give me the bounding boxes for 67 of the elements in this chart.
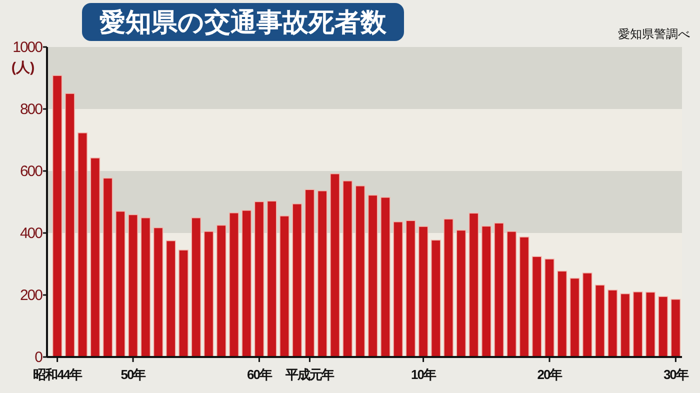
bar — [204, 231, 214, 358]
bar — [166, 240, 176, 358]
bar — [292, 203, 302, 358]
y-tick-label: 400 — [20, 225, 43, 242]
bar — [64, 93, 75, 358]
bar — [456, 230, 466, 358]
bar — [266, 200, 277, 358]
bar — [178, 250, 188, 358]
bar — [595, 284, 605, 358]
bar — [544, 258, 554, 358]
bar — [582, 272, 592, 358]
bar — [242, 210, 252, 358]
bar — [481, 226, 492, 358]
bar — [418, 226, 428, 358]
bar — [115, 210, 126, 358]
bar — [330, 173, 340, 358]
bar — [380, 196, 390, 358]
x-tick-label: 昭和44年 — [33, 367, 83, 382]
x-tick-label: 60年 — [246, 367, 272, 382]
bar — [355, 185, 366, 358]
bar — [317, 190, 328, 358]
x-tick-label: 20年 — [537, 367, 563, 382]
bar — [506, 231, 517, 358]
bar — [140, 217, 151, 358]
bar — [406, 220, 416, 358]
bar — [468, 212, 479, 358]
y-tick-label: 200 — [20, 287, 43, 304]
text: 愛知県警調べ — [618, 27, 690, 41]
bar — [646, 292, 656, 358]
y-tick-label: 800 — [20, 101, 43, 118]
x-tick-label: 30年 — [663, 367, 689, 382]
title: 愛知県の交通事故死者数 — [82, 3, 404, 41]
bar — [444, 218, 454, 358]
bar — [304, 189, 315, 358]
bar — [670, 298, 681, 358]
bar — [532, 256, 542, 358]
bar — [229, 212, 239, 358]
bar — [632, 292, 643, 358]
x-tick-label: 10年 — [411, 367, 437, 382]
bar — [658, 296, 668, 358]
bar — [430, 240, 441, 358]
x-tick-label: 平成元年 — [284, 367, 335, 382]
bar — [102, 178, 113, 358]
bar — [557, 270, 568, 358]
bar — [570, 278, 580, 358]
chart-title: 愛知県の交通事故死者数 — [100, 7, 388, 37]
bar — [216, 224, 226, 358]
bar — [620, 293, 630, 358]
bar — [78, 132, 88, 358]
bar — [191, 217, 202, 358]
bar — [280, 216, 290, 358]
x-tick-label: 50年 — [120, 367, 146, 382]
bar — [153, 227, 164, 358]
y-tick-label: 0 — [34, 349, 43, 366]
bar — [608, 290, 618, 358]
bar — [494, 222, 504, 358]
y-tick-label: 1000 — [12, 39, 43, 56]
bar — [393, 221, 403, 358]
bar — [128, 214, 138, 358]
bar — [90, 158, 100, 358]
bar — [342, 180, 353, 358]
y-tick-label: 600 — [20, 163, 43, 180]
bar — [368, 194, 378, 358]
bar — [519, 236, 530, 358]
bar — [254, 201, 264, 358]
bar — [52, 75, 62, 358]
y-axis-title: (人) — [11, 59, 35, 75]
